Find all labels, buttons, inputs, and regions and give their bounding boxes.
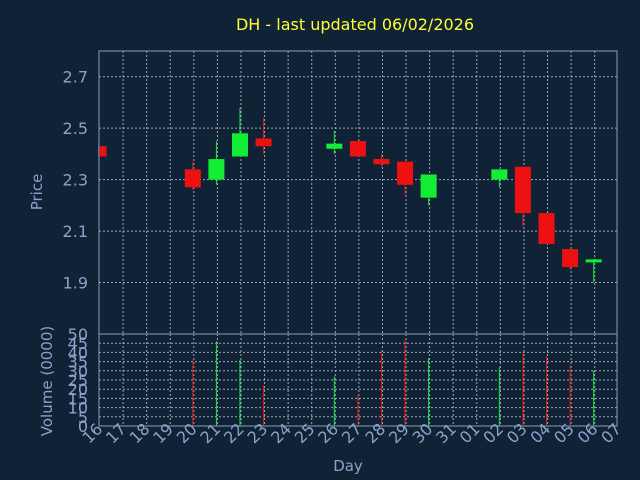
candle-body	[538, 213, 555, 244]
candle-body	[326, 143, 343, 149]
candle-body	[397, 161, 414, 185]
volume-tick-label: 50	[68, 325, 88, 344]
candle-body	[514, 166, 531, 214]
x-tick-labels: 1617181920212223242526272829303101020304…	[78, 419, 625, 447]
candle-body	[255, 138, 272, 147]
volume-tick-label: 35	[68, 353, 88, 372]
volume-tick-label: 25	[68, 371, 88, 390]
volume-tick-label: 45	[68, 334, 88, 353]
x-tick-label: 07	[597, 419, 625, 447]
candle-body	[373, 159, 390, 165]
price-axis-label: Price	[28, 174, 46, 211]
price-panel-frame	[98, 50, 618, 335]
price-tick-label: 1.9	[63, 274, 88, 293]
candle-body	[491, 169, 508, 180]
volume-panel-frame	[98, 333, 618, 427]
volume-tick-label: 15	[68, 389, 88, 408]
volume-bars	[192, 339, 595, 426]
price-tick-label: 2.1	[63, 222, 88, 241]
candle-body	[100, 146, 107, 157]
price-candles	[98, 107, 602, 283]
candle-body	[585, 259, 602, 263]
volume-tick-label: 20	[68, 380, 88, 399]
volume-grid	[99, 334, 617, 426]
candle-body	[349, 141, 366, 157]
chart-title: DH - last updated 06/02/2026	[236, 15, 474, 34]
x-axis-label: Day	[333, 457, 363, 475]
price-grid	[99, 51, 617, 334]
volume-tick-label: 10	[68, 399, 88, 418]
price-tick-label: 2.7	[63, 68, 88, 87]
volume-axis-label: Volume (0000)	[38, 326, 56, 436]
candle-body	[184, 169, 201, 188]
candle-body	[208, 159, 225, 180]
price-tick-labels: 1.9 2.1 2.3 2.5 2.7	[63, 68, 88, 293]
volume-tick-label: 30	[68, 362, 88, 381]
price-tick-label: 2.3	[63, 171, 88, 190]
volume-tick-label: 0	[78, 417, 88, 436]
volume-tick-label: 5	[78, 408, 88, 427]
candle-body	[420, 174, 437, 198]
price-tick-label: 2.5	[63, 119, 88, 138]
candle-body	[562, 249, 579, 268]
volume-tick-label: 40	[68, 343, 88, 362]
candle-body	[231, 133, 248, 157]
